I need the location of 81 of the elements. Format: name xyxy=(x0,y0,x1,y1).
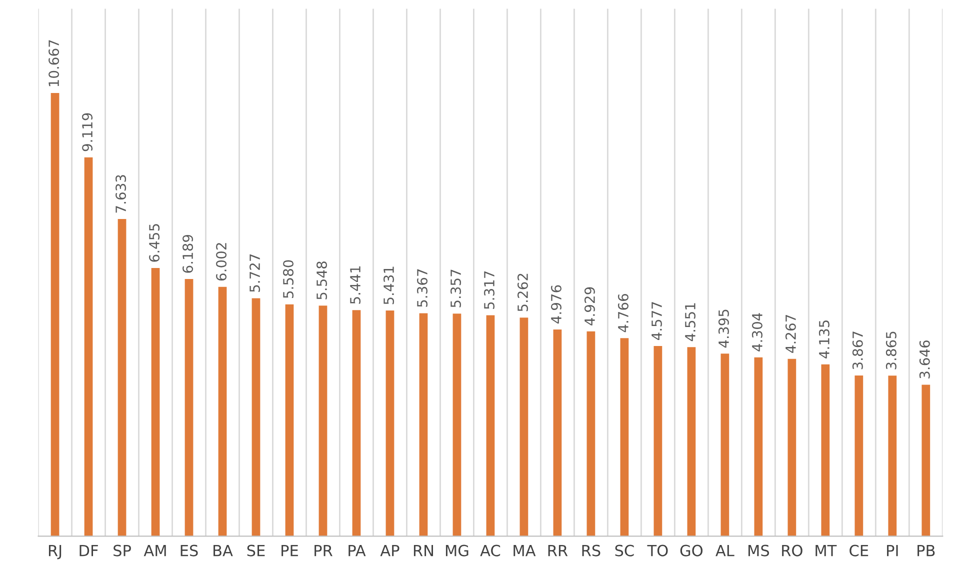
data-label: 4.267 xyxy=(785,315,796,353)
data-label: 5.357 xyxy=(450,270,461,308)
data-label: 4.577 xyxy=(652,302,662,340)
data-label: 5.727 xyxy=(250,254,260,292)
x-tick-label: PB xyxy=(918,544,935,556)
data-label: 3.646 xyxy=(919,340,930,378)
bar xyxy=(586,331,596,536)
bar xyxy=(285,304,294,536)
bar xyxy=(486,315,495,536)
x-tick-label: MT xyxy=(816,544,837,556)
data-label: 7.633 xyxy=(116,175,126,213)
bar xyxy=(620,338,629,536)
data-label: 4.551 xyxy=(685,303,696,342)
bar xyxy=(218,286,227,536)
data-label: 10.667 xyxy=(48,40,60,86)
bar xyxy=(754,357,763,536)
x-tick-label: AC xyxy=(480,544,500,556)
bar xyxy=(318,306,328,536)
x-tick-label: CE xyxy=(850,544,868,556)
x-tick-label: PE xyxy=(282,544,298,556)
data-label: 5.548 xyxy=(316,262,328,300)
x-tick-label: PI xyxy=(887,544,898,556)
x-tick-label: TO xyxy=(647,544,668,556)
data-label: 3.865 xyxy=(886,332,896,370)
bar xyxy=(252,298,260,536)
bar xyxy=(654,346,662,536)
bar xyxy=(352,310,361,536)
bar xyxy=(50,92,60,536)
bar xyxy=(386,310,394,536)
x-tick-label: RS xyxy=(582,544,600,556)
bar xyxy=(922,384,930,536)
bar xyxy=(854,376,864,536)
x-tick-label: SC xyxy=(615,544,634,556)
bar xyxy=(419,313,428,536)
bar xyxy=(452,314,462,536)
data-label: 6.455 xyxy=(149,224,160,262)
bar xyxy=(553,329,562,536)
bar xyxy=(687,347,696,536)
data-label: 5.580 xyxy=(283,260,294,298)
data-label: 3.867 xyxy=(852,332,863,370)
x-tick-label: SE xyxy=(247,544,265,556)
x-tick-label: MA xyxy=(514,544,536,556)
bar xyxy=(184,279,194,536)
bar xyxy=(788,358,796,536)
x-tick-label: SP xyxy=(114,544,131,556)
data-label: 5.431 xyxy=(384,266,394,304)
bar xyxy=(151,268,160,536)
data-label: 4.304 xyxy=(752,313,762,352)
x-tick-label: GO xyxy=(680,544,703,556)
x-tick-label: RN xyxy=(414,544,433,556)
x-tick-label: RJ xyxy=(48,544,62,560)
data-label: 5.262 xyxy=(517,274,528,312)
data-label: 6.189 xyxy=(182,234,194,273)
x-tick-label: AP xyxy=(380,544,400,556)
x-tick-label: MS xyxy=(748,544,770,556)
data-label: 4.135 xyxy=(818,320,830,358)
data-label: 5.441 xyxy=(350,266,361,304)
x-tick-label: DF xyxy=(80,544,98,556)
bar xyxy=(520,318,528,536)
x-tick-label: MG xyxy=(446,544,468,556)
data-label: 4.929 xyxy=(584,287,595,326)
bar xyxy=(720,354,730,536)
x-tick-label: RO xyxy=(782,544,802,556)
x-tick-label: AM xyxy=(144,544,166,556)
x-tick-label: ES xyxy=(180,544,198,556)
data-label: 4.976 xyxy=(550,285,562,324)
bar xyxy=(888,376,897,536)
x-tick-label: AL xyxy=(716,544,734,556)
x-tick-label: PA xyxy=(348,544,366,556)
data-label: 6.002 xyxy=(216,243,227,281)
bar xyxy=(84,157,93,536)
data-label: 4.395 xyxy=(718,310,729,348)
x-tick-label: RR xyxy=(548,544,568,556)
data-label: 4.766 xyxy=(618,294,628,332)
bar xyxy=(118,219,126,536)
x-tick-label: PR xyxy=(314,544,332,556)
data-label: 5.367 xyxy=(416,269,428,307)
bar xyxy=(821,364,830,536)
data-label: 5.317 xyxy=(484,271,494,309)
x-tick-label: BA xyxy=(214,544,233,556)
data-label: 9.119 xyxy=(82,113,93,152)
